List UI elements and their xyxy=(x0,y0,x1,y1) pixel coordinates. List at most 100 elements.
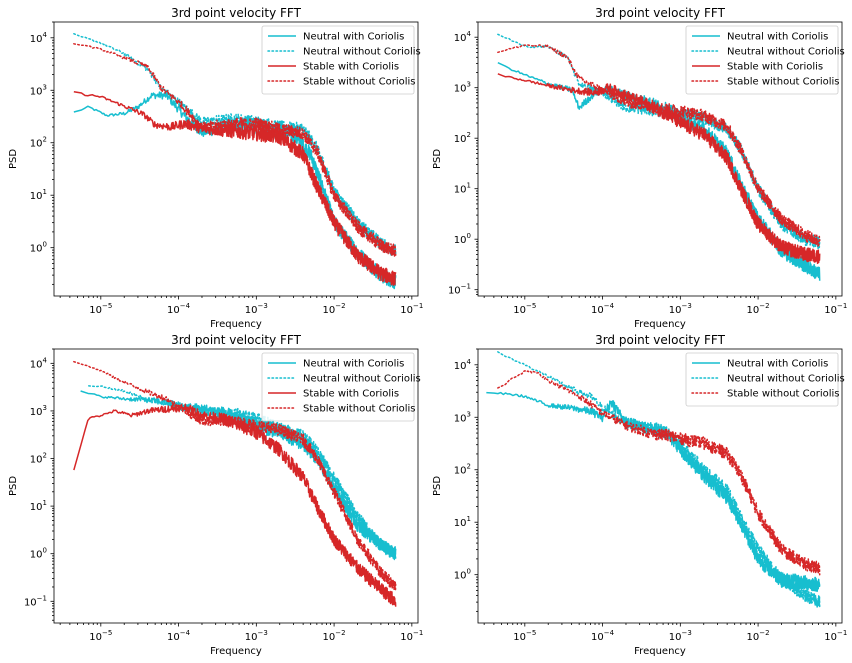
x-axis-label: Frequency xyxy=(634,646,686,657)
x-tick-label: 10−1 xyxy=(824,629,847,643)
y-tick-label: 103 xyxy=(30,83,47,97)
legend: Neutral with Coriolis Neutral without Cor… xyxy=(261,25,421,95)
axes-frame xyxy=(477,21,843,297)
x-tick-label: 10−3 xyxy=(245,629,268,643)
x-tick-label: 10−5 xyxy=(89,302,112,316)
series-line-neutral-without-coriolis xyxy=(73,32,397,257)
x-tick-label: 10−5 xyxy=(89,629,112,643)
y-tick-label: 101 xyxy=(30,499,47,513)
x-tick-label: 10−4 xyxy=(167,302,191,316)
x-tick-label: 10−5 xyxy=(513,302,536,316)
y-axis-label: PSD xyxy=(432,476,443,496)
x-tick-label: 10−1 xyxy=(400,302,423,316)
y-tick-label: 100 xyxy=(454,568,471,582)
x-axis-label: Frequency xyxy=(210,319,262,330)
y-tick-label: 10−1 xyxy=(24,594,47,608)
series-line-stable-with-coriolis xyxy=(497,73,821,265)
series-line-stable-without-coriolis xyxy=(497,44,821,248)
x-tick-label: 10−4 xyxy=(591,302,615,316)
x-axis-label: Frequency xyxy=(210,646,262,657)
legend-label: Stable with Coriolis xyxy=(303,62,399,73)
y-tick-label: 103 xyxy=(454,410,471,424)
y-tick-label: 103 xyxy=(454,81,471,95)
y-tick-label: 101 xyxy=(454,182,471,196)
y-tick-label: 104 xyxy=(454,30,472,44)
axes-frame xyxy=(53,21,419,297)
legend-label: Stable without Coriolis xyxy=(303,404,416,415)
legend-label: Neutral without Coriolis xyxy=(303,47,421,58)
x-tick-label: 10−3 xyxy=(245,302,268,316)
chart-panel-3: 10−5 10−4 10−3 10−2 10−1 10−1 100 101 102 103 104 3… xyxy=(8,333,423,657)
x-tick-label: 10−2 xyxy=(747,302,770,316)
x-tick-label: 10−2 xyxy=(323,302,346,316)
chart-panel-2: 10−5 10−4 10−3 10−2 10−1 10−1 100 101 102 103 104 3… xyxy=(432,6,847,330)
legend-box xyxy=(261,352,415,422)
series-line-stable-with-coriolis xyxy=(73,91,397,286)
y-tick-label: 104 xyxy=(454,358,472,372)
legend-label: Stable with Coriolis xyxy=(303,389,399,400)
y-tick-label: 101 xyxy=(30,188,47,202)
x-tick-label: 10−1 xyxy=(400,629,423,643)
series-line-neutral-with-coriolis xyxy=(486,391,821,593)
x-tick-label: 10−4 xyxy=(591,629,615,643)
legend-label: Neutral with Coriolis xyxy=(303,32,404,43)
y-tick-label: 10−1 xyxy=(448,283,471,297)
y-tick-label: 102 xyxy=(30,452,47,466)
x-tick-label: 10−3 xyxy=(669,302,692,316)
y-axis-label: PSD xyxy=(432,149,443,169)
legend: Neutral with Coriolis Neutral without Cor… xyxy=(685,25,845,95)
y-tick-label: 101 xyxy=(454,515,471,529)
legend-label: Neutral with Coriolis xyxy=(727,32,828,43)
y-axis-label: PSD xyxy=(8,149,19,169)
x-axis-label: Frequency xyxy=(634,319,686,330)
legend-label: Neutral without Coriolis xyxy=(727,47,845,58)
plot-area xyxy=(497,33,821,281)
x-tick-label: 10−4 xyxy=(167,629,191,643)
plot-area xyxy=(486,351,821,608)
y-tick-label: 100 xyxy=(30,547,47,561)
x-tick-label: 10−2 xyxy=(323,629,346,643)
y-tick-label: 102 xyxy=(30,136,47,150)
chart-panel-4: 10−5 10−4 10−3 10−2 10−1 100 101 102 103 104 3rd p… xyxy=(432,333,847,657)
legend: Neutral with Coriolis Neutral without Cor… xyxy=(261,352,421,422)
x-tick-label: 10−1 xyxy=(824,302,847,316)
series-line-stable-without-coriolis xyxy=(497,370,821,576)
legend-label: Stable with Coriolis xyxy=(727,62,823,73)
plot-area xyxy=(73,360,397,607)
legend: Neutral with Coriolis Neutral without Cor… xyxy=(685,352,845,407)
legend-label: Neutral without Coriolis xyxy=(303,374,421,385)
legend-box xyxy=(261,25,415,95)
series-line-stable-without-coriolis xyxy=(73,43,397,258)
x-tick-label: 10−2 xyxy=(747,629,770,643)
y-tick-label: 102 xyxy=(454,463,471,477)
legend-label: Neutral with Coriolis xyxy=(727,359,828,370)
axes-frame xyxy=(53,348,419,624)
legend-label: Stable without Coriolis xyxy=(727,77,840,88)
y-axis-label: PSD xyxy=(8,476,19,496)
chart-panel-1: 10−5 10−4 10−3 10−2 10−1 100 101 102 103 104 3rd p… xyxy=(8,6,423,330)
legend-box xyxy=(685,352,839,407)
chart-title: 3rd point velocity FFT xyxy=(595,333,726,347)
x-tick-label: 10−3 xyxy=(669,629,692,643)
chart-title: 3rd point velocity FFT xyxy=(595,6,726,20)
axes-frame xyxy=(477,348,843,624)
plot-area xyxy=(73,32,397,290)
y-tick-label: 100 xyxy=(30,241,47,255)
x-tick-label: 10−5 xyxy=(513,629,536,643)
y-tick-label: 100 xyxy=(454,232,471,246)
legend-label: Stable without Coriolis xyxy=(303,77,416,88)
legend-box xyxy=(685,25,839,95)
series-line-stable-without-coriolis xyxy=(73,360,397,592)
legend-label: Neutral without Coriolis xyxy=(727,374,845,385)
y-tick-label: 104 xyxy=(30,31,48,45)
y-tick-label: 104 xyxy=(30,356,48,370)
chart-title: 3rd point velocity FFT xyxy=(171,333,302,347)
legend-label: Neutral with Coriolis xyxy=(303,359,404,370)
series-line-neutral-with-coriolis xyxy=(497,62,821,281)
legend-label: Stable without Coriolis xyxy=(727,389,840,400)
series-line-stable-with-coriolis xyxy=(73,403,397,607)
y-tick-label: 102 xyxy=(454,131,471,145)
y-tick-label: 103 xyxy=(30,404,47,418)
chart-title: 3rd point velocity FFT xyxy=(171,6,302,20)
